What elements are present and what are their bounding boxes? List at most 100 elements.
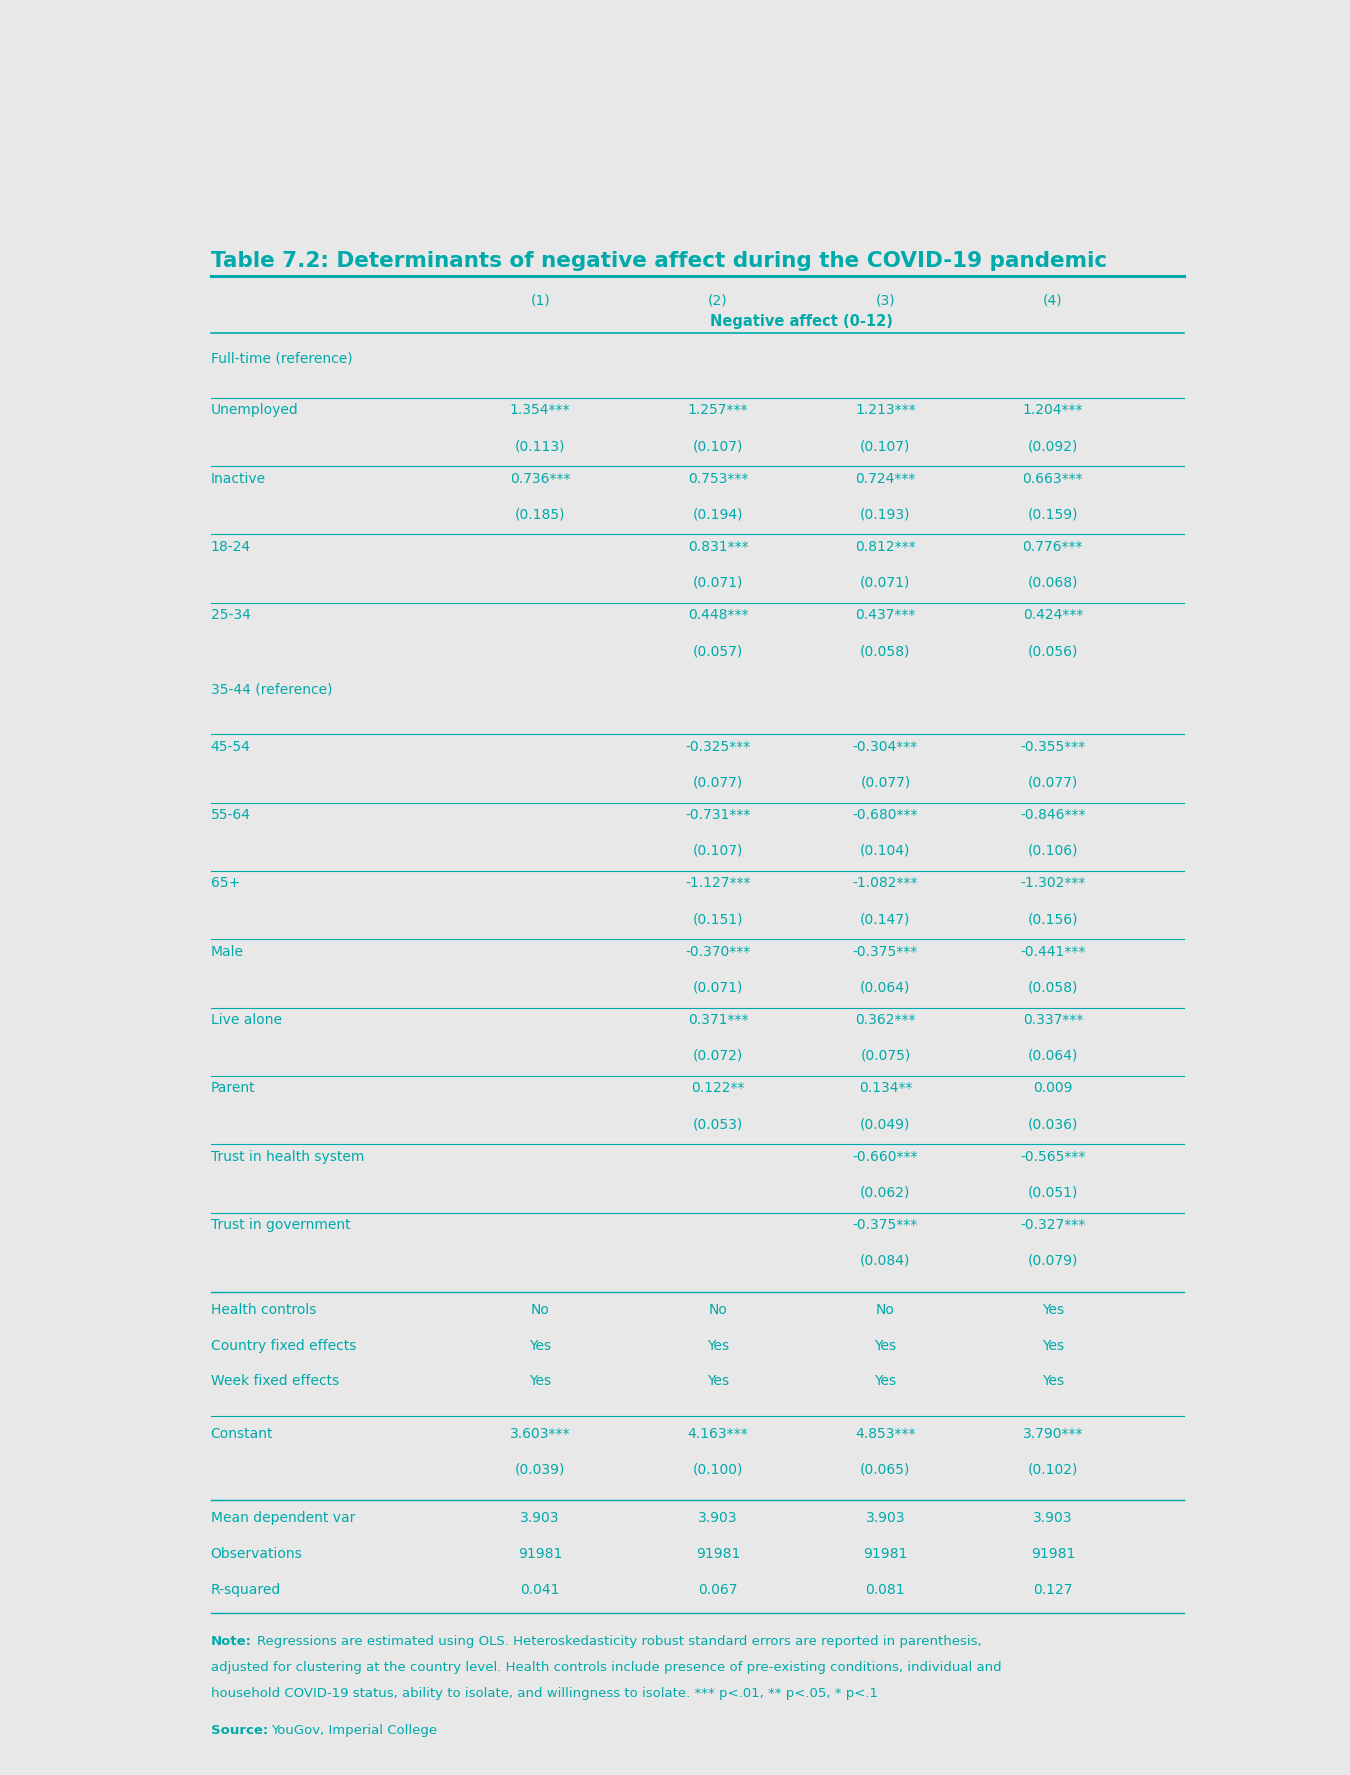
Text: (0.064): (0.064): [1027, 1049, 1079, 1063]
Text: (0.077): (0.077): [693, 776, 743, 790]
Text: -1.302***: -1.302***: [1021, 877, 1085, 891]
Text: (0.092): (0.092): [1027, 438, 1079, 453]
Text: -0.304***: -0.304***: [853, 740, 918, 754]
Text: (0.075): (0.075): [860, 1049, 910, 1063]
Text: (0.065): (0.065): [860, 1463, 911, 1477]
Text: 18-24: 18-24: [211, 540, 251, 554]
Text: -0.565***: -0.565***: [1021, 1150, 1085, 1164]
Text: Negative affect (0-12): Negative affect (0-12): [710, 314, 894, 328]
Text: 0.424***: 0.424***: [1023, 609, 1083, 623]
Text: (1): (1): [531, 293, 549, 307]
Text: Observations: Observations: [211, 1548, 302, 1562]
Text: 0.437***: 0.437***: [856, 609, 915, 623]
Text: 0.134**: 0.134**: [859, 1081, 913, 1095]
Text: (0.102): (0.102): [1027, 1463, 1079, 1477]
Text: 0.776***: 0.776***: [1022, 540, 1083, 554]
Text: Trust in government: Trust in government: [211, 1218, 350, 1232]
Text: 0.724***: 0.724***: [856, 472, 915, 486]
Text: -0.325***: -0.325***: [686, 740, 751, 754]
Text: (0.107): (0.107): [860, 438, 911, 453]
Text: 0.362***: 0.362***: [855, 1014, 915, 1028]
Text: -1.127***: -1.127***: [686, 877, 751, 891]
Text: 0.812***: 0.812***: [855, 540, 915, 554]
Text: No: No: [709, 1303, 728, 1317]
Text: R-squared: R-squared: [211, 1583, 281, 1598]
Text: 0.753***: 0.753***: [688, 472, 748, 486]
Text: No: No: [876, 1303, 895, 1317]
Text: 3.903: 3.903: [520, 1512, 560, 1525]
Text: 0.371***: 0.371***: [687, 1014, 748, 1028]
Text: 91981: 91981: [518, 1548, 563, 1562]
Text: (0.193): (0.193): [860, 508, 911, 522]
Text: 0.337***: 0.337***: [1023, 1014, 1083, 1028]
Text: (0.104): (0.104): [860, 843, 911, 857]
Text: YouGov, Imperial College: YouGov, Imperial College: [271, 1724, 437, 1738]
Text: (0.058): (0.058): [860, 644, 911, 659]
Text: Mean dependent var: Mean dependent var: [211, 1512, 355, 1525]
Text: -0.660***: -0.660***: [853, 1150, 918, 1164]
Text: No: No: [531, 1303, 549, 1317]
Text: (0.071): (0.071): [693, 980, 744, 994]
Text: (0.064): (0.064): [860, 980, 911, 994]
Text: Trust in health system: Trust in health system: [211, 1150, 364, 1164]
Text: 0.009: 0.009: [1033, 1081, 1073, 1095]
Text: Regressions are estimated using OLS. Heteroskedasticity robust standard errors a: Regressions are estimated using OLS. Het…: [256, 1635, 981, 1649]
Text: 0.736***: 0.736***: [510, 472, 571, 486]
Text: Source:: Source:: [211, 1724, 267, 1738]
Text: (0.057): (0.057): [693, 644, 743, 659]
Text: (0.077): (0.077): [1027, 776, 1077, 790]
Text: (0.194): (0.194): [693, 508, 744, 522]
Text: Male: Male: [211, 944, 243, 959]
Text: Yes: Yes: [707, 1374, 729, 1388]
Text: (0.039): (0.039): [514, 1463, 566, 1477]
Text: (0.062): (0.062): [860, 1186, 911, 1200]
Text: (0.056): (0.056): [1027, 644, 1079, 659]
Text: -0.375***: -0.375***: [853, 1218, 918, 1232]
Text: Inactive: Inactive: [211, 472, 266, 486]
Text: Yes: Yes: [529, 1374, 551, 1388]
Text: -0.680***: -0.680***: [853, 808, 918, 822]
Text: 0.122**: 0.122**: [691, 1081, 745, 1095]
Text: Unemployed: Unemployed: [211, 403, 298, 417]
Text: (0.084): (0.084): [860, 1253, 911, 1267]
Text: 0.067: 0.067: [698, 1583, 738, 1598]
Text: -0.327***: -0.327***: [1021, 1218, 1085, 1232]
Text: 1.257***: 1.257***: [687, 403, 748, 417]
Text: -0.731***: -0.731***: [686, 808, 751, 822]
Text: (4): (4): [1044, 293, 1062, 307]
Text: (0.159): (0.159): [1027, 508, 1079, 522]
Text: Parent: Parent: [211, 1081, 255, 1095]
Text: Live alone: Live alone: [211, 1014, 282, 1028]
Text: 3.603***: 3.603***: [510, 1427, 571, 1441]
Text: (0.156): (0.156): [1027, 912, 1079, 927]
Text: Yes: Yes: [875, 1374, 896, 1388]
Text: 0.831***: 0.831***: [687, 540, 748, 554]
Text: -0.355***: -0.355***: [1021, 740, 1085, 754]
Text: Yes: Yes: [875, 1338, 896, 1353]
Text: (0.100): (0.100): [693, 1463, 744, 1477]
Text: (0.147): (0.147): [860, 912, 911, 927]
Text: (3): (3): [876, 293, 895, 307]
Text: Full-time (reference): Full-time (reference): [211, 351, 352, 366]
Text: (0.036): (0.036): [1027, 1116, 1079, 1131]
Text: (0.071): (0.071): [693, 575, 744, 589]
Text: -1.082***: -1.082***: [853, 877, 918, 891]
Text: (0.151): (0.151): [693, 912, 744, 927]
Text: (2): (2): [709, 293, 728, 307]
Text: 3.903: 3.903: [865, 1512, 906, 1525]
Text: 91981: 91981: [1030, 1548, 1075, 1562]
Text: Yes: Yes: [1042, 1374, 1064, 1388]
Text: 0.663***: 0.663***: [1022, 472, 1083, 486]
Text: (0.049): (0.049): [860, 1116, 911, 1131]
Text: 65+: 65+: [211, 877, 240, 891]
Text: 0.081: 0.081: [865, 1583, 906, 1598]
Text: 45-54: 45-54: [211, 740, 251, 754]
Text: 4.163***: 4.163***: [687, 1427, 748, 1441]
Text: (0.071): (0.071): [860, 575, 911, 589]
Text: -0.370***: -0.370***: [686, 944, 751, 959]
Text: (0.072): (0.072): [693, 1049, 743, 1063]
Text: 3.903: 3.903: [698, 1512, 738, 1525]
Text: Yes: Yes: [707, 1338, 729, 1353]
Text: 35-44 (reference): 35-44 (reference): [211, 682, 332, 696]
Text: Week fixed effects: Week fixed effects: [211, 1374, 339, 1388]
